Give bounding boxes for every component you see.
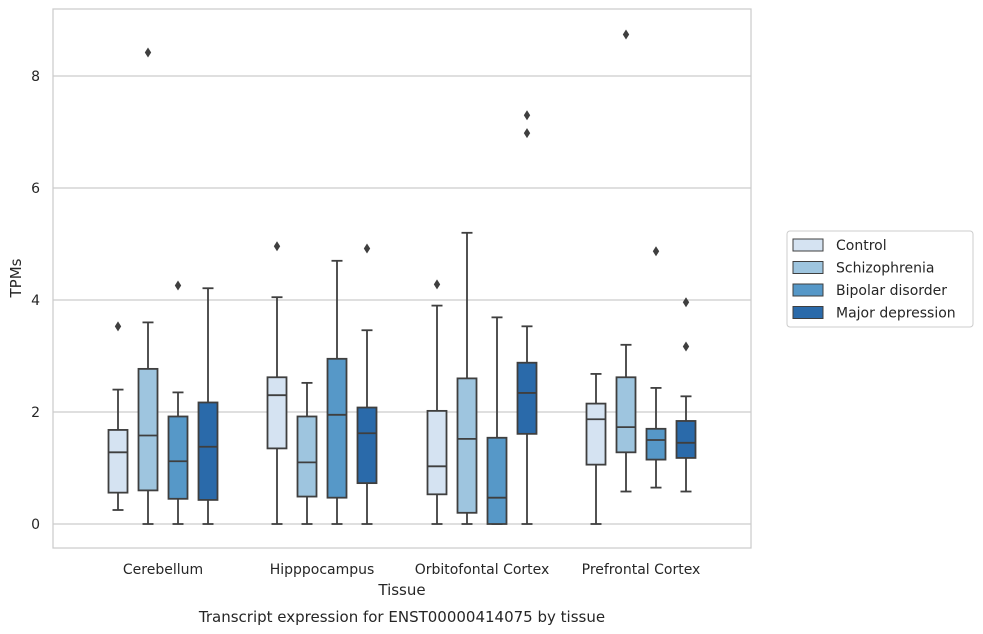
box-iqr [167, 415, 189, 500]
box-iqr [615, 376, 637, 454]
box-schizophrenia [137, 47, 159, 525]
legend-swatch [792, 238, 824, 252]
box-control [266, 241, 288, 525]
box-control [426, 279, 448, 525]
outlier-point [114, 321, 122, 332]
box-bipolar-disorder [326, 259, 348, 525]
x-axis-label: Tissue [377, 581, 425, 599]
y-axis-label: TPMs [7, 258, 25, 298]
box-iqr [107, 429, 129, 494]
chart-caption: Transcript expression for ENST0000041407… [198, 608, 605, 626]
x-tick-label: Prefrontal Cortex [582, 562, 701, 578]
outlier-point [433, 279, 441, 290]
box-schizophrenia [456, 231, 478, 525]
outlier-point [523, 128, 531, 139]
legend-label: Bipolar disorder [836, 283, 947, 299]
y-tick-label: 4 [31, 293, 40, 309]
outlier-point [174, 280, 182, 291]
outlier-point [273, 241, 281, 252]
y-tick-label: 8 [31, 69, 40, 85]
legend: Control Schizophrenia Bipolar disorder Majo… [786, 230, 974, 328]
legend-frame [786, 230, 974, 328]
box-iqr [326, 357, 348, 499]
box-iqr [266, 376, 288, 450]
box-major-depression [356, 243, 378, 525]
box-iqr [675, 420, 697, 459]
box-bipolar-disorder [486, 316, 508, 525]
outlier-point [363, 243, 371, 254]
box-iqr [426, 409, 448, 496]
box-bipolar-disorder [645, 246, 667, 489]
x-tick-label: Orbitofontal Cortex [415, 562, 550, 578]
legend-label: Schizophrenia [836, 261, 934, 277]
plot-frame [52, 8, 752, 549]
outlier-point [682, 297, 690, 308]
box-major-depression [675, 297, 697, 493]
outlier-point [523, 110, 531, 121]
legend-label: Major depression [836, 306, 956, 322]
box-iqr [456, 377, 478, 514]
legend-label: Control [836, 238, 887, 254]
box-iqr [356, 406, 378, 485]
box-control [107, 321, 129, 511]
box-bipolar-disorder [167, 280, 189, 525]
x-tick-label: Cerebellum [123, 562, 203, 578]
box-control [585, 373, 607, 525]
outlier-point [622, 29, 630, 40]
legend-swatch [792, 261, 824, 274]
box-iqr [197, 401, 219, 501]
x-tick-label: Hipppocampus [270, 562, 375, 578]
y-tick-labels: 0 2 4 6 8 [31, 69, 40, 533]
box-schizophrenia [615, 29, 637, 493]
outlier-point [652, 246, 660, 257]
box-iqr [585, 402, 607, 466]
box-iqr [516, 361, 538, 435]
box-iqr [296, 415, 318, 498]
outlier-point [682, 341, 690, 352]
outlier-point [144, 47, 152, 58]
box-major-depression [516, 110, 538, 525]
box-iqr [645, 427, 667, 461]
y-tick-label: 2 [31, 405, 40, 421]
legend-swatch [792, 306, 824, 319]
box-major-depression [197, 287, 219, 525]
box-iqr [137, 367, 159, 492]
box-iqr [486, 436, 508, 525]
y-tick-label: 6 [31, 181, 40, 197]
legend-swatch [792, 283, 824, 297]
boxes [107, 29, 697, 525]
box-schizophrenia [296, 381, 318, 525]
x-tick-labels: Cerebellum Hipppocampus Orbitofontal Corte… [123, 562, 700, 578]
y-tick-label: 0 [31, 517, 40, 533]
